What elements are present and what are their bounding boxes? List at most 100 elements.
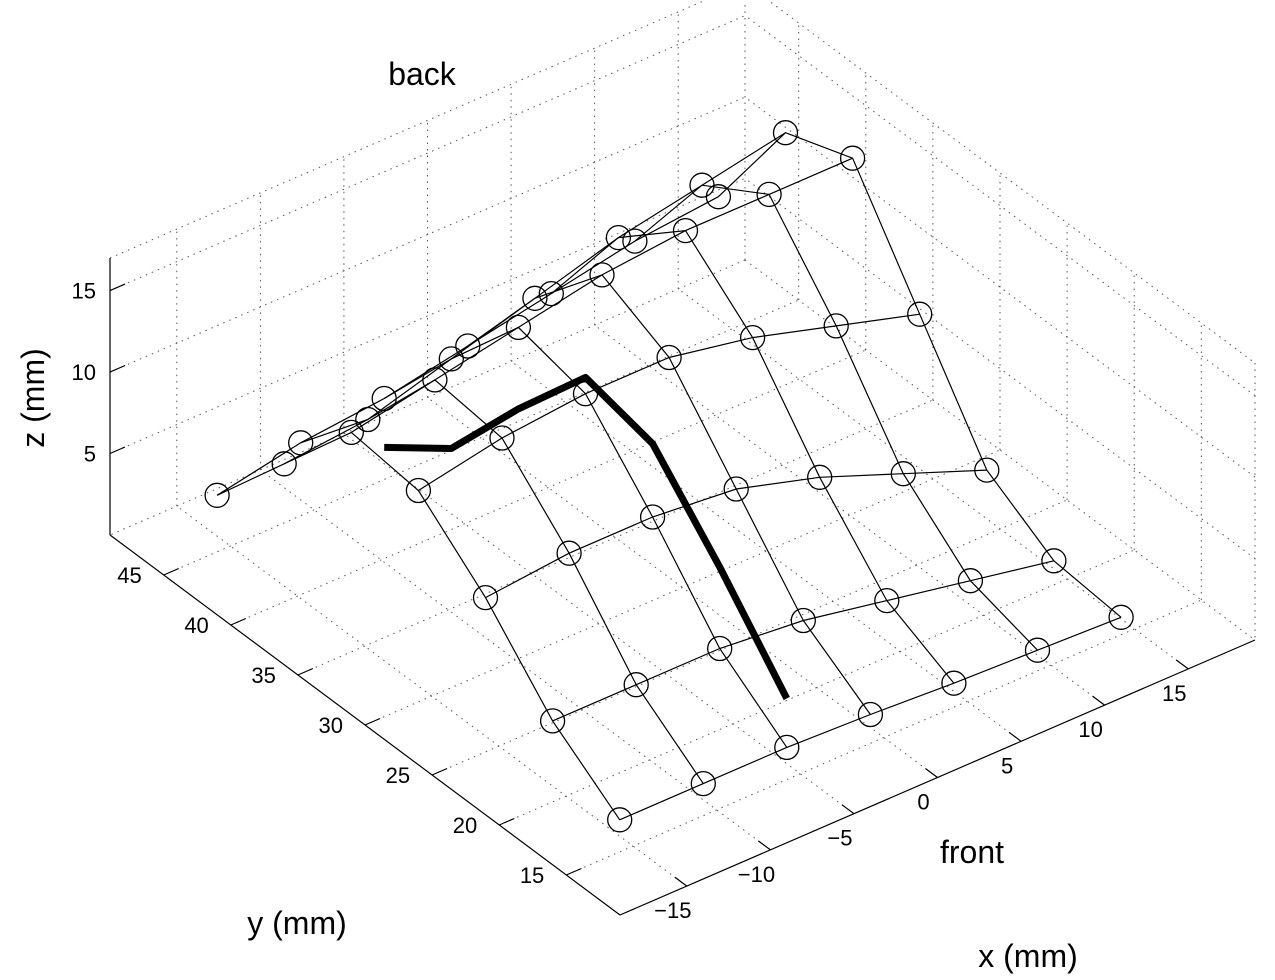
x-tick-mark	[841, 804, 855, 815]
data-point	[623, 672, 649, 698]
data-point	[974, 457, 1000, 483]
x-tick-label: −15	[654, 898, 691, 923]
x-tick-label: 0	[917, 790, 929, 815]
y-tick-mark	[163, 567, 179, 576]
data-point	[371, 385, 397, 412]
grid-lines	[109, 0, 1256, 887]
data-point	[455, 333, 481, 359]
data-point	[472, 584, 499, 611]
highlighted-profile	[384, 373, 790, 701]
data-point	[807, 464, 833, 490]
data-point	[639, 504, 666, 530]
y-tick-mark	[364, 717, 381, 726]
axes	[109, 258, 1256, 916]
data-point	[505, 314, 532, 341]
y-tick-label: 35	[251, 663, 275, 688]
data-point	[907, 301, 933, 327]
grid-line	[594, 324, 1105, 706]
z-tick-mark	[109, 283, 126, 292]
y-tick-mark	[230, 617, 247, 626]
x-tick-mark	[1008, 731, 1022, 742]
data-point	[355, 406, 381, 433]
x-tick-mark	[1175, 659, 1189, 670]
data-point	[756, 181, 782, 208]
y-tick-mark	[297, 667, 314, 676]
data-point	[405, 477, 432, 504]
grid-line	[431, 499, 1068, 776]
data-point	[489, 425, 515, 451]
data-point	[672, 217, 699, 244]
grid-border	[109, 0, 708, 259]
grid-line	[109, 96, 746, 373]
data-point	[271, 451, 297, 477]
grid-line	[566, 599, 1202, 876]
x-tick-label: 10	[1078, 717, 1102, 742]
x-tick-label: −5	[827, 826, 852, 851]
z-tick-mark	[109, 446, 126, 455]
data-point	[622, 228, 648, 254]
data-point	[890, 461, 916, 487]
surface-row-line	[418, 313, 920, 492]
z-tick-label: 5	[84, 442, 96, 467]
x-tick-label: −10	[738, 862, 775, 887]
front-annotation: front	[940, 834, 1004, 870]
data-point	[204, 482, 230, 508]
data-point	[790, 607, 816, 634]
surface-column-line	[550, 229, 955, 684]
data-point	[539, 708, 566, 734]
data-point	[589, 262, 615, 288]
grid-border	[109, 259, 746, 536]
grid-line	[109, 178, 746, 454]
y-tick-label: 30	[319, 713, 343, 738]
data-point	[656, 344, 682, 371]
y-tick-label: 25	[386, 763, 410, 788]
grid-line	[499, 549, 1135, 826]
y-tick-label: 45	[117, 563, 141, 588]
data-point	[839, 145, 866, 171]
surface-wireframe	[216, 132, 1122, 821]
data-point	[957, 568, 984, 594]
y-tick-mark	[431, 767, 448, 776]
grid-line	[230, 349, 866, 626]
grid-line	[163, 299, 799, 576]
z-tick-label: 15	[72, 279, 96, 304]
data-point	[1041, 548, 1067, 574]
data-point	[1108, 604, 1134, 630]
x-tick-mark	[674, 876, 688, 887]
data-point	[538, 280, 564, 307]
data-point	[338, 419, 364, 446]
y-axis-label: y (mm)	[247, 905, 347, 941]
y-tick-label: 15	[520, 863, 544, 888]
data-point	[874, 587, 900, 614]
highlighted-profile-line	[384, 373, 790, 701]
data-point	[739, 324, 766, 351]
surface-column-line	[634, 184, 1038, 651]
data-point	[607, 807, 633, 833]
x-tick-label: 15	[1162, 681, 1186, 706]
grid-border	[766, 0, 1256, 364]
surface-column-line	[383, 326, 788, 748]
data-point	[605, 224, 632, 251]
data-point	[572, 381, 599, 407]
tick-labels: −15 −10 −5 0 5 10 15 15 20 25 30 35 40 45 5 10 15	[72, 279, 1187, 923]
x-tick-mark	[757, 840, 771, 851]
back-annotation: back	[388, 56, 457, 92]
grid-line	[109, 15, 746, 292]
data-point	[438, 346, 464, 372]
x-tick-mark	[925, 768, 938, 778]
data-point	[723, 476, 749, 502]
data-point	[288, 430, 314, 456]
data-point	[823, 313, 849, 339]
data-point	[941, 670, 967, 696]
data-point	[857, 701, 884, 728]
data-point	[522, 285, 548, 311]
y-tick-label: 20	[453, 813, 477, 838]
surface-row-line	[619, 616, 1122, 821]
grid-line	[510, 360, 1022, 742]
data-point	[772, 120, 799, 146]
grid-line	[297, 399, 934, 676]
data-point	[1024, 637, 1051, 663]
surface-column-line	[717, 132, 1122, 618]
x-tick-label: 5	[1001, 753, 1013, 778]
